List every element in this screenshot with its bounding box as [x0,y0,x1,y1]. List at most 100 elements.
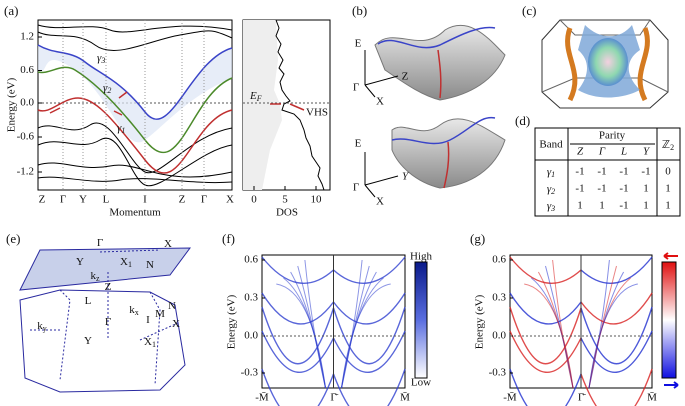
band-gamma1 [37,97,233,174]
colorbar [414,261,428,379]
table-cell: 1 [665,200,671,212]
bz-label-base: Γ [97,237,103,249]
spectral-curve [580,330,653,373]
axis-label: Γ [353,182,359,194]
table-header: L [620,146,627,158]
spectral-curve [580,368,653,406]
y-tick-label: 0.3 [244,292,258,304]
table-cell: -1 [575,183,584,195]
axis-arrow [364,152,399,198]
table-cell: -1 [597,166,606,178]
table-cell: 1 [599,200,605,212]
x-tick-label: M̄ [647,392,657,404]
bz-label: kz [90,270,100,283]
bz-diagram [19,247,192,393]
bz-label-base: X [164,238,172,250]
arrow [663,252,678,260]
spectral-curve [332,306,406,365]
bz-label-base: L [85,295,92,307]
y-tick-label: 0.6 [244,254,258,266]
y-axis-label: Energy (eV) [6,77,18,132]
table-header-sub: 2 [670,143,674,152]
colorbar-label: High [410,251,433,263]
band [37,30,233,51]
arrow [49,107,61,114]
spectral-curve [261,256,334,284]
bz-label: X1 [120,256,132,269]
table-cell: γ1 [547,166,555,179]
band-label: γ2 [103,82,111,95]
table-cell: -1 [619,183,628,195]
x-tick-label: Γ̄ [330,392,338,404]
fermi-label-base: E [249,90,257,102]
bz-label-base: Γ [105,316,111,328]
x-tick-label: -M̄ [255,392,269,404]
bz-label: M [155,308,165,320]
spectral-curve [332,292,406,325]
spectral-curve [509,292,582,325]
y-axis-label: Energy (eV) [226,294,238,349]
y-tick-label: 0.0 [20,97,34,109]
spectral-curve [261,368,335,406]
x-tick-label: X [226,194,234,206]
bz-box [541,19,669,109]
table-cell: γ2 [547,183,555,196]
fs-pocket [588,38,628,86]
x-tick-label: 5 [282,194,288,206]
bz-edge [30,249,181,386]
bz-label: Y [76,256,84,268]
panel-label: (f) [222,231,235,246]
bz-label-base: Y [76,256,84,268]
panel-label: (b) [352,3,367,18]
axis-label: Y [402,171,410,183]
fermi-label: EF [249,90,262,103]
spectral-curve [261,306,335,365]
y-tick-label: 0.3 [492,292,506,304]
axis-label: X [376,96,384,108]
spectral-curve [588,283,638,389]
spectral-curve [332,368,406,406]
y-tick-label: -0.6 [17,131,35,143]
bz-label: kx [129,304,139,317]
y-tick-label: -0.3 [241,367,259,379]
x-tick-label: Z [39,194,46,206]
surface-line [443,141,450,189]
table-cell: γ3 [547,200,555,213]
fermi-label-sub: F [256,94,262,103]
arrow [118,91,128,99]
table-cell: 1 [643,200,649,212]
table-cell: -1 [575,166,584,178]
table-header: Y [643,146,651,158]
band-label-base: γ [97,52,102,64]
x-tick-label: M̄ [400,392,410,404]
band-label: γ3 [97,52,105,65]
bulk-bz [19,289,186,393]
table-header: Band [539,139,563,151]
x-tick-label: Γ [201,194,207,206]
bz-label-base: M [155,308,165,320]
band-label-base: γ [103,82,108,94]
surface-line [377,26,496,49]
bz-label: Γ [97,237,103,249]
spectral-curve [509,368,582,406]
table-cell: 1 [643,183,649,195]
panel-label: (a) [4,3,18,18]
spectral-curve [509,330,582,373]
x-tick-label: -M̄ [503,392,517,404]
bz-label: X [172,318,180,330]
panel-label: (g) [470,231,485,246]
y-tick-label: 0.0 [244,330,258,342]
band-gamma2 [37,66,233,154]
spectral-curve [332,330,406,373]
x-tick-label: Γ̄ [578,392,586,404]
y-tick-label: 1.2 [20,31,34,43]
x-axis-label: DOS [276,207,298,219]
bz-label-sub: 1 [152,340,156,349]
arrow [289,103,305,111]
table-cell-sub: 2 [551,187,555,196]
bz-label-base: X [144,336,152,348]
fermi-surface [541,19,669,109]
bz-label: Z [105,281,112,293]
band-frame [37,19,233,191]
surface-bz [19,247,192,291]
